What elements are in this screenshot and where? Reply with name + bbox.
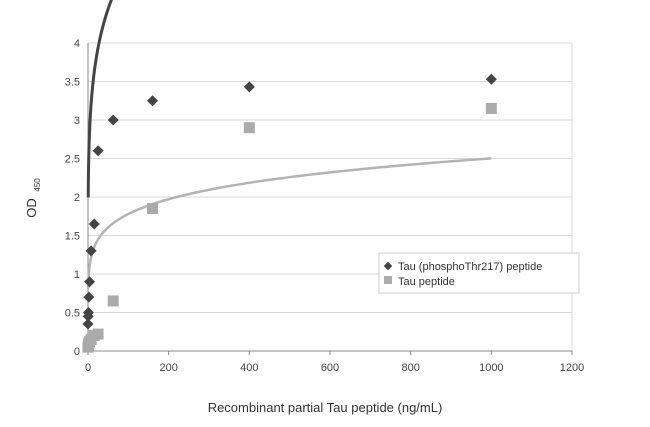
legend-box bbox=[378, 252, 580, 294]
x-tick-label: 1000 bbox=[479, 362, 503, 374]
trendline-0 bbox=[86, 0, 113, 198]
legend-label-phospho: Tau (phosphoThr217) peptide bbox=[398, 261, 542, 273]
y-tick-label: 1.5 bbox=[65, 231, 80, 243]
y-tick-label: 0.5 bbox=[65, 308, 80, 320]
y-tick-label: 0 bbox=[74, 346, 80, 358]
y-tick-label: 3 bbox=[74, 115, 80, 127]
point-phospho bbox=[83, 291, 95, 303]
point-tau bbox=[243, 122, 255, 134]
tick-labels: 0 0.5 1 1.5 2 2.5 3 3.5 4 0 200 400 600 800 1000 1200 bbox=[65, 38, 585, 374]
point-phospho bbox=[147, 95, 159, 107]
point-tau bbox=[147, 203, 159, 215]
x-tick-label: 200 bbox=[159, 362, 177, 374]
y-axis-title-main: OD bbox=[24, 198, 39, 218]
x-tick-label: 400 bbox=[240, 362, 258, 374]
y-tick-label: 1 bbox=[74, 269, 80, 281]
point-phospho bbox=[485, 73, 497, 85]
trendline-1 bbox=[86, 157, 492, 289]
point-phospho bbox=[88, 218, 100, 230]
y-tick-label: 2 bbox=[74, 192, 80, 204]
legend-marker-tau bbox=[384, 276, 392, 284]
legend-marker-phospho bbox=[383, 261, 393, 271]
point-tau bbox=[92, 328, 104, 340]
x-tick-label: 0 bbox=[85, 362, 91, 374]
axes bbox=[87, 43, 573, 355]
y-tick-label: 2.5 bbox=[65, 154, 80, 166]
y-axis-title-sub: 450 bbox=[33, 178, 42, 192]
y-tick-label: 3.5 bbox=[65, 77, 80, 89]
point-phospho bbox=[107, 114, 119, 126]
y-axis-title: OD 450 bbox=[24, 178, 42, 218]
legend-label-tau: Tau peptide bbox=[398, 276, 455, 288]
point-phospho bbox=[92, 145, 104, 157]
point-phospho bbox=[82, 307, 94, 318]
point-phospho bbox=[243, 81, 255, 93]
x-tick-label: 800 bbox=[401, 362, 419, 374]
point-phospho bbox=[85, 245, 97, 257]
y-tick-label: 4 bbox=[74, 38, 80, 50]
data-points bbox=[82, 73, 497, 353]
point-tau bbox=[485, 102, 497, 114]
point-phospho bbox=[84, 276, 96, 288]
point-tau bbox=[107, 295, 119, 307]
x-tick-label: 1200 bbox=[560, 362, 584, 374]
legend: Tau (phosphoThr217) peptide Tau peptide bbox=[378, 252, 580, 294]
gridlines bbox=[88, 42, 573, 351]
point-phospho bbox=[82, 318, 94, 330]
x-axis-title: Recombinant partial Tau peptide (ng/mL) bbox=[208, 400, 443, 415]
trendlines bbox=[86, 0, 492, 289]
x-tick-label: 600 bbox=[321, 362, 339, 374]
